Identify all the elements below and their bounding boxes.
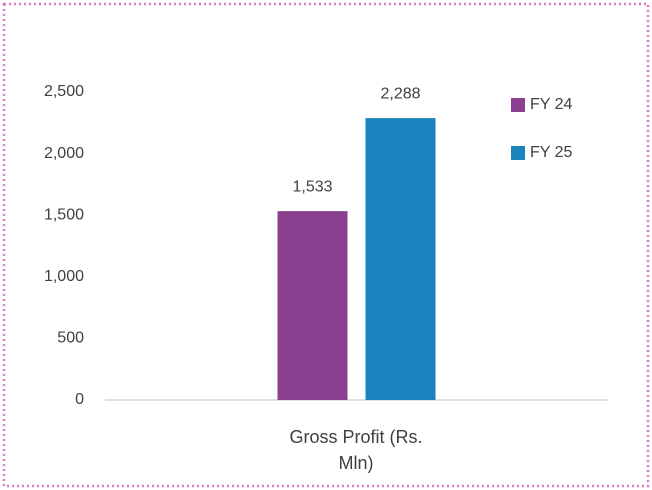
y-tick-label: 500 bbox=[57, 330, 84, 347]
bar bbox=[277, 211, 348, 400]
y-tick-label: 2,000 bbox=[44, 145, 84, 162]
y-tick-label: 2,500 bbox=[44, 83, 84, 100]
y-tick-label: 1,500 bbox=[44, 206, 84, 223]
data-label: 2,288 bbox=[380, 85, 420, 102]
legend-swatch bbox=[511, 98, 525, 112]
y-tick-label: 0 bbox=[75, 391, 84, 408]
legend-label: FY 25 bbox=[530, 144, 573, 161]
data-label: 1,533 bbox=[292, 178, 332, 195]
x-tick-label: Gross Profit (Rs. Mln) bbox=[289, 427, 423, 473]
legend-swatch bbox=[511, 146, 525, 160]
bar bbox=[365, 118, 436, 400]
y-tick-label: 1,000 bbox=[44, 268, 84, 285]
legend-label: FY 24 bbox=[530, 96, 573, 113]
